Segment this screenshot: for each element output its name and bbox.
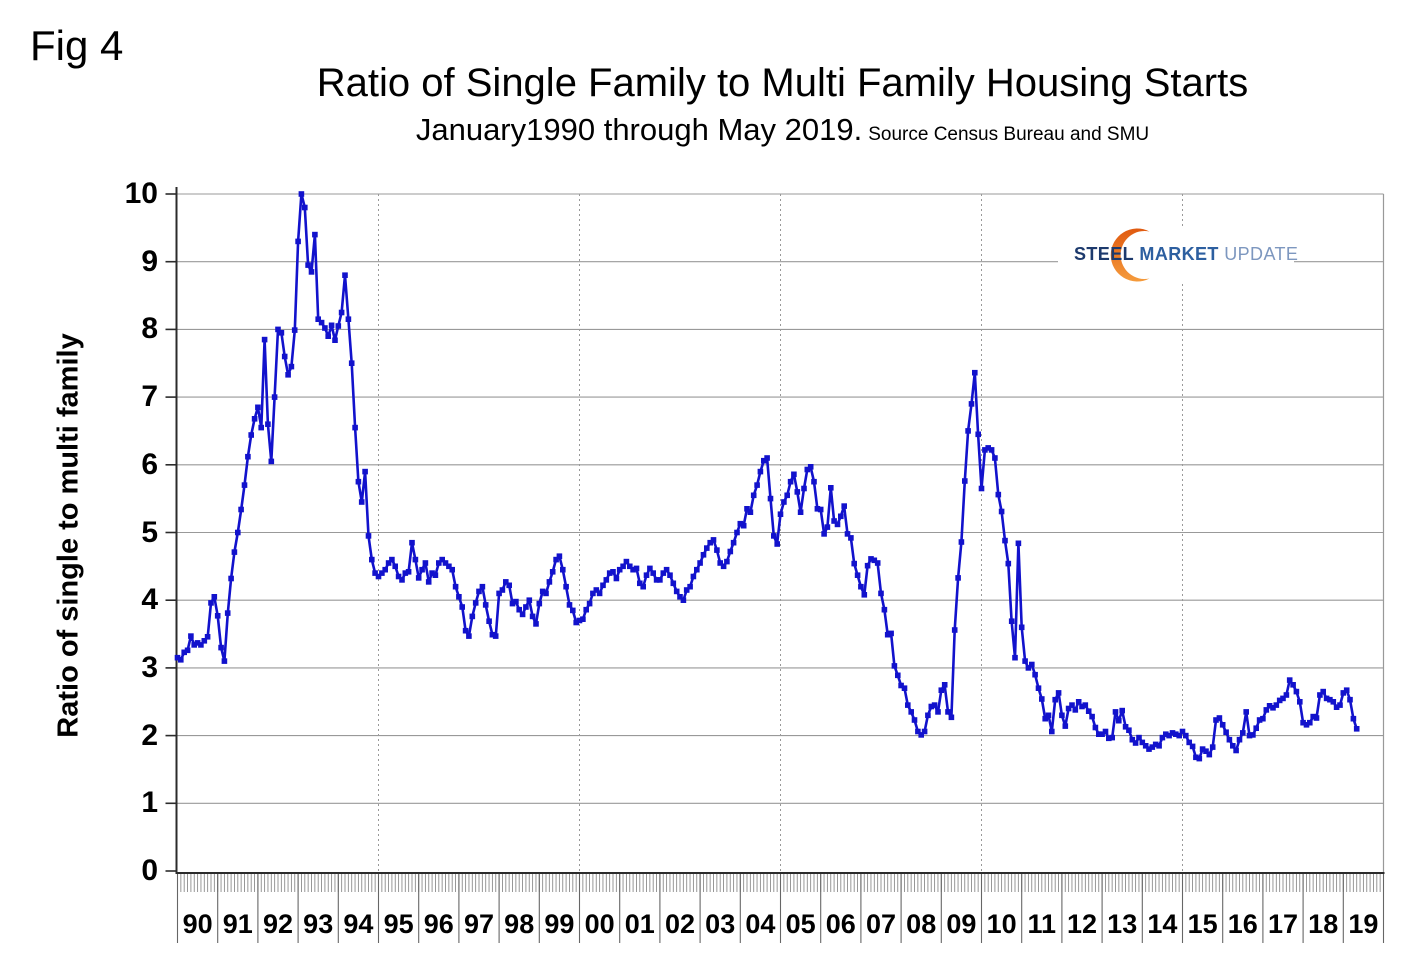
chart-subtitle-row: January1990 through May 2019. Source Cens…: [145, 112, 1420, 148]
y-tick-label: 0: [141, 854, 158, 887]
x-year-label: 90: [183, 909, 213, 939]
x-year-label: 11: [1028, 909, 1057, 939]
y-tick-label: 10: [124, 177, 158, 210]
steel-market-update-logo: STEEL MARKET UPDATE: [1058, 227, 1298, 283]
y-tick-label: 1: [141, 786, 158, 820]
data-series-markers: [174, 191, 1360, 762]
x-year-label: 13: [1107, 909, 1137, 939]
month-tick-comb: [177, 874, 1384, 892]
x-year-label: 15: [1188, 909, 1218, 939]
x-year-label: 98: [504, 909, 534, 939]
x-year-label: 12: [1067, 909, 1097, 939]
x-year-label: 17: [1268, 909, 1298, 939]
y-tick-label: 7: [141, 380, 158, 414]
y-tick-label: 3: [141, 650, 158, 684]
x-year-label: 05: [786, 909, 816, 939]
x-year-label: 95: [384, 909, 414, 939]
gridlines: [177, 193, 1385, 873]
x-year-label: 06: [826, 909, 856, 939]
x-year-label: 10: [987, 909, 1017, 939]
chart-header: Ratio of Single Family to Multi Family H…: [145, 62, 1420, 148]
x-year-label: 03: [705, 909, 735, 939]
y-tick-label: 9: [141, 244, 158, 278]
y-tick-label: 4: [141, 583, 158, 617]
x-year-label: 04: [745, 909, 775, 939]
x-year-label: 92: [263, 909, 293, 939]
x-year-label: 96: [424, 909, 454, 939]
logo-word-update: UPDATE: [1224, 244, 1299, 264]
x-year-label: 00: [585, 909, 615, 939]
x-year-label: 09: [946, 909, 976, 939]
x-year-label: 97: [464, 909, 494, 939]
x-year-label: 07: [866, 909, 896, 939]
figure-number: Fig 4: [30, 22, 124, 69]
logo-word-market: MARKET: [1139, 244, 1219, 264]
logo-text: STEEL MARKET UPDATE: [1074, 244, 1298, 265]
x-year-label: 08: [906, 909, 936, 939]
chart-source-note: Source Census Bureau and SMU: [868, 124, 1150, 145]
x-year-label: 01: [625, 909, 655, 939]
logo-word-steel: STEEL: [1074, 244, 1135, 264]
chart-title: Ratio of Single Family to Multi Family H…: [316, 61, 1249, 105]
x-year-label: 19: [1348, 909, 1378, 939]
y-tick-label: 8: [141, 312, 158, 346]
y-tick-label: 5: [141, 515, 158, 549]
x-year-label: 02: [665, 909, 695, 939]
y-tick-label: 2: [141, 718, 158, 752]
axes: [165, 187, 1385, 874]
chart-subtitle: January1990 through May 2019.: [415, 112, 863, 147]
logo-crescent-icon: [1110, 228, 1150, 282]
x-year-label: 18: [1308, 909, 1338, 939]
x-year-label: 91: [223, 909, 253, 939]
x-year-label: 16: [1228, 909, 1258, 939]
x-year-label: 93: [303, 909, 333, 939]
x-year-label: 99: [544, 909, 574, 939]
y-tick-label: 6: [141, 447, 158, 481]
x-axis-year-labels: 90 91 92 93 94 95 96 97 98 99 00 01 02 03 04 05 06 07 08 09…: [176, 874, 1385, 943]
x-year-label: 94: [343, 909, 373, 939]
x-year-label: 14: [1147, 909, 1177, 939]
